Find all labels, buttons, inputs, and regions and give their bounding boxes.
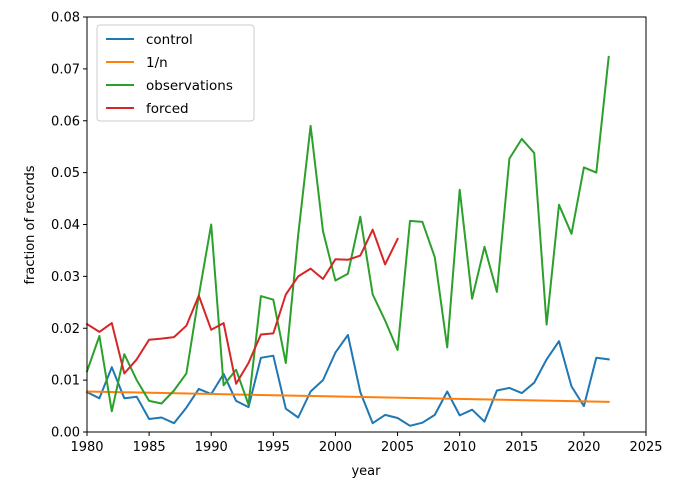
y-tick-label: 0.07 [51,62,80,77]
legend-label-1: 1/n [146,55,168,71]
series-line-1 [85,390,610,403]
x-tick-label: 2025 [629,440,662,455]
y-tick-label: 0.01 [51,374,80,389]
x-tick-label: 2000 [319,440,352,455]
x-tick-label: 1995 [257,440,290,455]
x-axis: 1980 1985 1990 1995 2000 2005 2010 2015 2020 2025 [70,432,663,455]
y-tick-label: 0.05 [51,166,80,181]
series-line-2 [85,55,610,413]
y-axis-label: fraction of records [23,165,38,284]
x-tick-label: 2005 [381,440,414,455]
legend-box [96,24,255,122]
legend: control 1/n observations forced [96,24,255,122]
x-tick-label: 2020 [567,440,600,455]
legend-label-3: forced [146,101,189,117]
y-tick-label: 0.08 [51,11,80,26]
x-tick-label: 2010 [443,440,476,455]
x-tick-label: 1980 [70,440,103,455]
x-tick-label: 2015 [505,440,538,455]
y-tick-label: 0.03 [51,270,80,285]
legend-label-0: control [146,32,193,48]
x-tick-label: 1990 [195,440,228,455]
y-axis: 0.00 0.01 0.02 0.03 0.04 0.05 0.06 0.07 0.08 [51,11,87,441]
y-tick-label: 0.04 [51,218,80,233]
series-lines [85,55,610,427]
y-tick-label: 0.06 [51,114,80,129]
series-line-3 [85,228,399,385]
x-axis-label: year [351,464,381,479]
legend-label-2: observations [146,78,233,94]
y-tick-label: 0.00 [51,426,80,441]
y-tick-label: 0.02 [51,322,80,337]
series-line-0 [85,334,610,427]
x-tick-label: 1985 [133,440,166,455]
